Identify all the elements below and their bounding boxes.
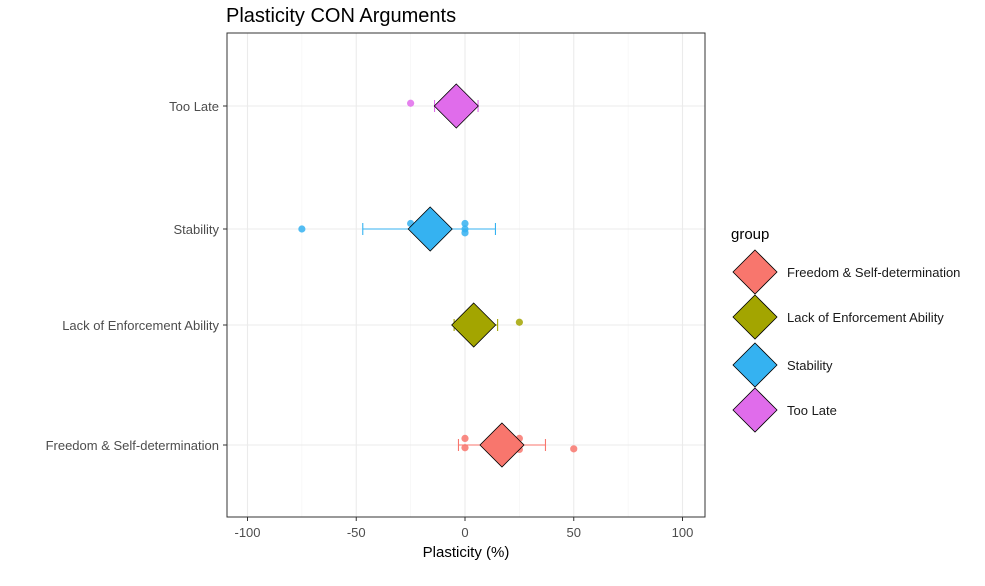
data-point [515,318,523,326]
legend-title: group [731,226,769,243]
x-tick-label: 0 [461,525,468,540]
data-point [461,219,469,228]
data-point [461,444,469,452]
legend-label: Too Late [787,403,837,418]
x-tick-label: 100 [672,525,694,540]
data-point [298,225,306,233]
plot-border [226,32,706,518]
y-tick-label: Stability [173,222,219,237]
legend-key [732,342,778,388]
series-group [407,83,479,129]
y-axis-ticks: Freedom & Self-determination Lack of Enfo… [46,99,227,453]
data-point [461,229,469,237]
chart-title: Plasticity CON Arguments [226,5,456,27]
legend-key [732,294,778,340]
legend-key [732,249,778,295]
mean-diamond [433,83,479,129]
x-axis-title: Plasticity (%) [423,544,510,561]
data-marks [298,83,578,468]
legend-label: Lack of Enforcement Ability [787,310,944,325]
y-tick-label: Too Late [169,99,219,114]
y-tick-label: Lack of Enforcement Ability [62,318,219,333]
data-point [407,99,415,107]
data-point [570,445,578,453]
legend-label: Freedom & Self-determination [787,265,960,280]
series-group [451,302,523,348]
series-group [298,206,497,252]
x-tick-label: -100 [234,525,260,540]
legend: group Freedom & Self-determination Lack o… [731,226,960,433]
mean-diamond [479,422,525,468]
mean-diamond [407,206,453,252]
x-axis-ticks: -100 -50 0 50 100 [234,517,693,540]
legend-label: Stability [787,358,833,373]
y-tick-label: Freedom & Self-determination [46,438,219,453]
data-point [461,434,469,442]
legend-key [732,387,778,433]
series-group [457,422,578,468]
mean-diamond [451,302,497,348]
x-tick-label: -50 [347,525,366,540]
x-tick-label: 50 [567,525,581,540]
